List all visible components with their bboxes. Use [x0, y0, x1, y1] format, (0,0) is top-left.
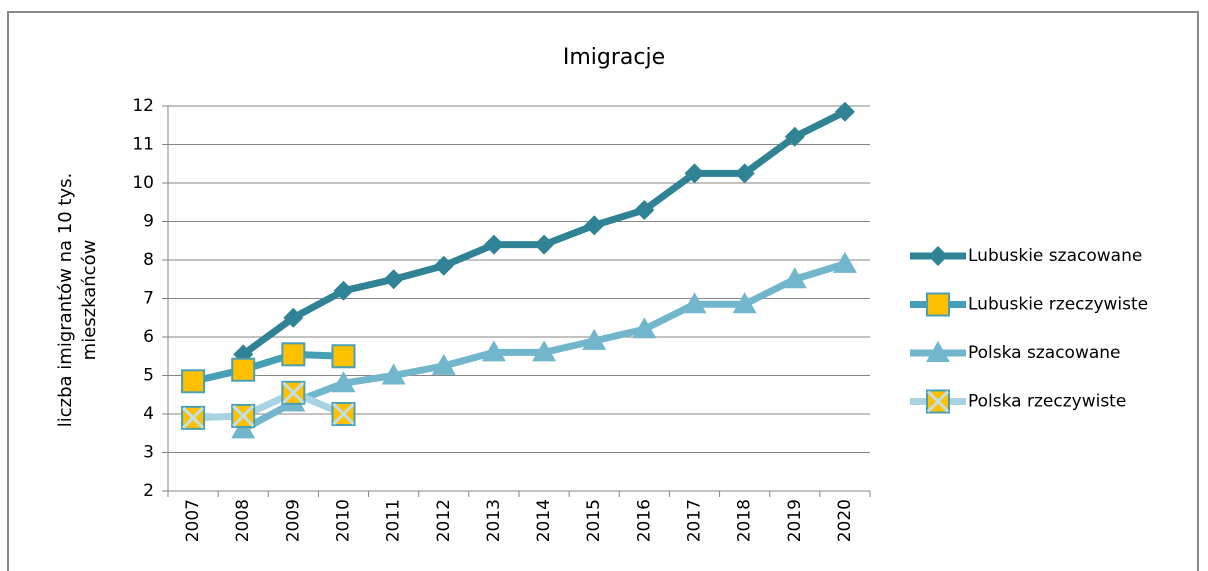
marker: [734, 163, 755, 184]
marker: [283, 307, 304, 328]
marker: [433, 255, 454, 276]
y-tick-label: 4: [143, 404, 154, 424]
y-tick-label: 6: [143, 327, 154, 347]
marker: [532, 340, 557, 362]
y-tick-label: 5: [143, 366, 154, 386]
y-tick-label: 12: [132, 96, 154, 116]
y-tick-label: 7: [143, 289, 154, 309]
marker: [684, 163, 705, 184]
x-tick-label: 2020: [835, 499, 855, 542]
marker: [926, 292, 950, 317]
series: [181, 380, 356, 430]
marker: [682, 292, 707, 314]
x-tick-label: 2014: [534, 499, 554, 542]
marker: [481, 340, 506, 362]
x-tick-label: 2009: [283, 499, 303, 542]
marker: [383, 269, 404, 290]
chart-frame: [7, 11, 1199, 571]
marker: [582, 328, 607, 350]
marker: [832, 251, 857, 273]
x-tick-label: 2011: [384, 499, 404, 542]
marker-cross: [232, 404, 255, 427]
marker: [534, 234, 555, 255]
marker: [483, 234, 504, 255]
marker: [926, 341, 950, 362]
series-line: [192, 350, 344, 385]
marker: [331, 344, 356, 369]
x-tick-label: 2012: [434, 499, 454, 542]
marker: [632, 317, 657, 339]
series: [231, 251, 857, 439]
marker: [231, 357, 256, 382]
x-tick-label: 2017: [685, 499, 705, 542]
marker: [281, 342, 306, 367]
x-tick-label: 2015: [584, 499, 604, 542]
legend-label: Polska rzeczywiste: [968, 392, 1126, 412]
y-tick-label: 8: [143, 250, 154, 270]
x-tick-label: 2007: [183, 499, 203, 542]
marker: [834, 101, 855, 122]
marker: [331, 371, 356, 393]
series: [181, 342, 356, 394]
marker: [431, 353, 456, 375]
y-tick-label: 11: [132, 135, 154, 155]
legend-label: Lubuskie szacowane: [968, 246, 1142, 266]
marker: [782, 267, 807, 289]
x-tick-label: 2019: [785, 499, 805, 542]
y-tick-label: 9: [143, 212, 154, 232]
marker-cross: [332, 402, 355, 426]
marker: [784, 126, 805, 147]
marker: [181, 369, 206, 394]
marker-cross: [282, 381, 305, 404]
series: [233, 101, 855, 365]
x-tick-label: 2010: [334, 499, 354, 542]
legend-label: Lubuskie rzeczywiste: [968, 295, 1148, 315]
y-tick-label: 3: [143, 443, 154, 463]
legend-label: Polska szacowane: [968, 343, 1121, 363]
marker: [928, 246, 948, 266]
x-tick-label: 2013: [484, 499, 504, 542]
marker-cross: [926, 390, 950, 413]
y-tick-label: 10: [132, 173, 154, 193]
x-tick-label: 2018: [735, 499, 755, 542]
x-tick-label: 2008: [233, 499, 253, 542]
y-axis-label: mieszkańców: [79, 240, 100, 361]
y-axis-label: liczba imigrantów na 10 tys.: [55, 173, 76, 427]
x-tick-label: 2016: [634, 499, 654, 542]
marker: [634, 199, 655, 220]
marker: [381, 363, 406, 385]
y-tick-label: 2: [143, 481, 154, 501]
marker: [584, 215, 605, 236]
marker: [333, 280, 354, 301]
series-line: [192, 389, 345, 422]
marker-cross: [182, 406, 205, 429]
marker: [732, 292, 757, 314]
chart-title: Imigracje: [563, 45, 665, 70]
